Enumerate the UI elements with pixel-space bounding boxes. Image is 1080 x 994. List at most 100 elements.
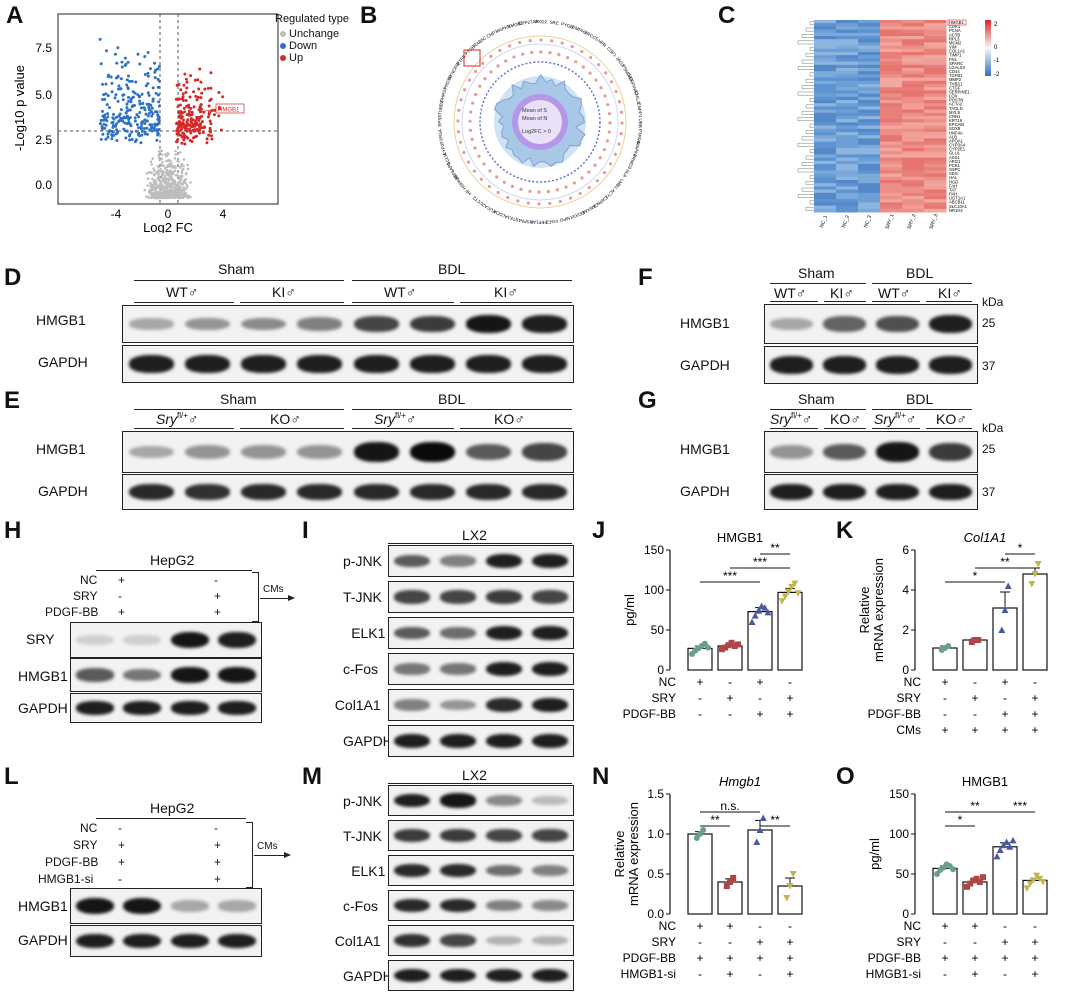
blot-d-gapdh: [122, 345, 574, 383]
heat-cell: [880, 122, 903, 127]
chart-sig-label: n.s.: [720, 799, 739, 813]
d-sub-ki-sham: KI♂: [272, 284, 296, 300]
dendro-branch: [809, 149, 814, 154]
chart-sig-label: **: [1000, 555, 1010, 569]
heat-cell: [836, 87, 859, 91]
volcano-xtick-4: 4: [220, 207, 227, 221]
chart-condition-sign: +: [756, 935, 763, 949]
heat-cell: [836, 208, 859, 213]
circos-mid-dot: [539, 50, 543, 54]
chart-point: [735, 641, 741, 648]
heat-cell: [814, 180, 837, 184]
circos-gene-label: ETFB: [456, 54, 467, 66]
volcano-point-down: [123, 56, 127, 60]
chart-condition-sign: -: [1033, 919, 1037, 933]
heat-gene-label: HNF4A: [949, 130, 963, 135]
volcano-point-up: [207, 112, 211, 116]
chart-condition-sign: +: [941, 675, 948, 689]
volcano-point-down: [156, 122, 160, 126]
volcano-point-unchanged: [147, 170, 151, 174]
chart-y-tick-label: 1.0: [647, 827, 664, 841]
heat-cell: [924, 55, 947, 59]
volcano-point-down: [117, 84, 121, 88]
heat-cell: [836, 170, 859, 175]
h-arrow-icon: [260, 598, 290, 599]
heat-cell: [836, 29, 859, 34]
volcano-point-up: [189, 106, 193, 110]
volcano-point-unchanged: [186, 163, 189, 167]
volcano-point-down: [102, 122, 106, 126]
volcano-point-down: [125, 109, 129, 113]
chart-y-tick-label: 50: [896, 867, 910, 881]
volcano-point-unchanged: [166, 164, 169, 168]
heat-cell: [858, 132, 881, 136]
blot-band: [823, 356, 866, 374]
circos-outer-dot: [489, 54, 493, 58]
volcano-point-unchanged: [174, 187, 177, 191]
volcano-point-unchanged: [167, 177, 171, 180]
blot-band: [184, 484, 230, 500]
circos-outer-dot: [463, 88, 467, 92]
heat-cell: [902, 164, 925, 168]
blot-band: [393, 968, 431, 983]
heat-cell: [814, 77, 837, 82]
blot-band: [770, 356, 813, 374]
heat-cell: [880, 52, 903, 56]
volcano-point-unchanged: [174, 153, 177, 156]
volcano-point-unchanged: [178, 185, 182, 189]
blot-band: [770, 317, 813, 331]
blot-band: [522, 484, 568, 500]
volcano-xtick-m4: -4: [111, 207, 122, 221]
circos-gene-label: EPS8: [437, 115, 442, 127]
circos-gene-label: CNP: [485, 30, 496, 39]
dot-red-icon: [280, 55, 286, 61]
chart-condition-sign: +: [696, 919, 703, 933]
volcano-point-unchanged: [167, 189, 171, 193]
chart-condition-sign: +: [726, 691, 733, 705]
chart-bar: [1022, 573, 1048, 671]
volcano-point-unchanged: [160, 193, 164, 197]
heat-cell: [880, 100, 903, 104]
volcano-point-up: [180, 111, 184, 115]
heat-cell: [836, 58, 859, 63]
chart-condition-label: NC: [659, 675, 677, 689]
circos-gene-label: DDX3X: [569, 210, 585, 220]
heat-cell: [858, 180, 881, 184]
heat-gene-label: VIM: [949, 45, 957, 50]
chart-point: [1003, 838, 1011, 845]
volcano-point-down: [140, 133, 144, 137]
g-group-bdl: BDL: [906, 391, 934, 407]
heat-cell: [814, 106, 837, 111]
chart-condition-sign: +: [971, 951, 978, 965]
volcano-point-up: [182, 106, 186, 110]
heat-cell: [858, 122, 881, 127]
blot-band: [439, 627, 477, 639]
volcano-point-down: [127, 134, 131, 138]
blot-band: [218, 933, 257, 949]
chart-condition-sign: -: [758, 919, 762, 933]
volcano-point-down: [126, 99, 130, 103]
chart-y-tick-label: 150: [889, 787, 909, 801]
heat-cell: [814, 116, 837, 120]
heat-cell: [858, 32, 881, 37]
circos-gene-label: PKD2: [535, 19, 547, 24]
volcano-point-unchanged: [150, 195, 154, 198]
volcano-point-up: [182, 133, 186, 137]
heat-cell: [814, 39, 837, 43]
g-sub-ko-sham: KO♂: [830, 411, 861, 427]
volcano-point-down: [138, 102, 142, 106]
heat-cell: [924, 77, 947, 82]
volcano-point-up: [217, 90, 221, 94]
volcano-point-unchanged: [160, 157, 164, 161]
volcano-point-down: [118, 119, 122, 123]
chart-condition-sign: -: [728, 675, 732, 689]
chart-condition-label: HMGB1-si: [621, 967, 676, 981]
panel-letter-g: G: [638, 387, 657, 414]
circos-mid-dot: [521, 52, 525, 56]
circos-outer-dot: [539, 38, 543, 42]
volcano-point-down: [147, 111, 151, 115]
heat-cell: [836, 144, 859, 149]
blot-band: [439, 699, 477, 711]
blot-band: [393, 898, 431, 913]
circos-outer-dot: [462, 150, 466, 155]
